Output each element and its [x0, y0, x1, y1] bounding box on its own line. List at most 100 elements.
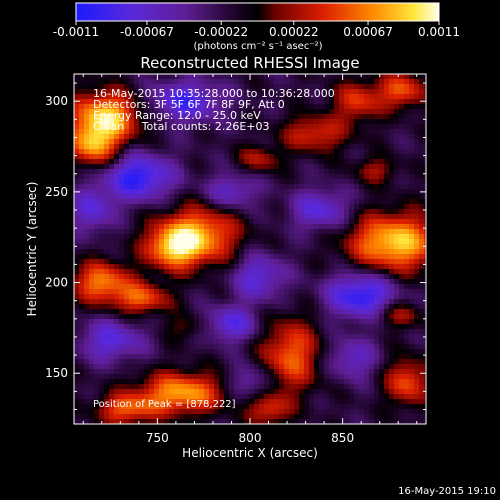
heatmap-cell	[199, 79, 205, 85]
heatmap-cell	[334, 359, 340, 365]
heatmap-cell	[214, 269, 220, 275]
heatmap-cell	[219, 84, 225, 90]
heatmap-cell	[339, 269, 345, 275]
heatmap-cell	[179, 74, 185, 80]
heatmap-cell	[174, 379, 180, 385]
heatmap-cell	[344, 319, 350, 325]
heatmap-cell	[399, 384, 405, 390]
heatmap-cell	[374, 384, 380, 390]
heatmap-cell	[419, 369, 425, 375]
heatmap-cell	[249, 304, 255, 310]
heatmap-cell	[344, 329, 350, 335]
heatmap-cell	[314, 354, 320, 360]
heatmap-cell	[264, 329, 270, 335]
heatmap-cell	[324, 339, 330, 345]
heatmap-cell	[314, 259, 320, 265]
heatmap-cell	[344, 409, 350, 415]
heatmap-cell	[199, 384, 205, 390]
heatmap-cell	[234, 314, 240, 320]
heatmap-cell	[139, 129, 145, 135]
heatmap-cell	[84, 129, 90, 135]
heatmap-cell	[74, 124, 80, 130]
heatmap-cell	[384, 174, 390, 180]
heatmap-cell	[74, 104, 80, 110]
heatmap-cell	[299, 294, 305, 300]
heatmap-cell	[359, 219, 365, 225]
heatmap-cell	[299, 164, 305, 170]
heatmap-cell	[339, 409, 345, 415]
heatmap-cell	[264, 349, 270, 355]
heatmap-cell	[279, 79, 285, 85]
heatmap-cell	[239, 184, 245, 190]
heatmap-cell	[109, 399, 115, 405]
heatmap-cell	[234, 394, 240, 400]
heatmap-cell	[109, 149, 115, 155]
heatmap-cell	[104, 119, 110, 125]
heatmap-cell	[284, 399, 290, 405]
heatmap-cell	[89, 384, 95, 390]
heatmap-cell	[299, 289, 305, 295]
heatmap-cell	[419, 154, 425, 160]
heatmap-cell	[209, 294, 215, 300]
heatmap-cell	[369, 174, 375, 180]
heatmap-cell	[334, 109, 340, 115]
heatmap-cell	[149, 294, 155, 300]
heatmap-cell	[424, 274, 426, 280]
heatmap-cell	[229, 89, 235, 95]
heatmap-cell	[104, 299, 110, 305]
heatmap-cell	[109, 409, 115, 415]
heatmap-cell	[304, 249, 310, 255]
heatmap-cell	[169, 179, 175, 185]
heatmap-cell	[94, 224, 100, 230]
heatmap-cell	[324, 344, 330, 350]
heatmap-cell	[329, 399, 335, 405]
heatmap-cell	[419, 349, 425, 355]
heatmap-cell	[84, 364, 90, 370]
heatmap-cell	[114, 244, 120, 250]
heatmap-cell	[344, 264, 350, 270]
heatmap-cell	[314, 89, 320, 95]
heatmap-cell	[279, 149, 285, 155]
heatmap-cell	[169, 169, 175, 175]
heatmap-cell	[264, 199, 270, 205]
heatmap-cell	[104, 374, 110, 380]
heatmap-cell	[134, 224, 140, 230]
heatmap-cell	[329, 149, 335, 155]
heatmap-cell	[224, 164, 230, 170]
heatmap-cell	[384, 389, 390, 395]
heatmap-cell	[399, 179, 405, 185]
heatmap-cell	[159, 309, 165, 315]
heatmap-cell	[139, 279, 145, 285]
heatmap-cell	[114, 94, 120, 100]
heatmap-cell	[209, 274, 215, 280]
heatmap-cell	[374, 114, 380, 120]
heatmap-cell	[169, 364, 175, 370]
heatmap-cell	[224, 214, 230, 220]
heatmap-cell	[269, 404, 275, 410]
heatmap-cell	[359, 269, 365, 275]
heatmap-cell	[369, 259, 375, 265]
heatmap-cell	[354, 284, 360, 290]
heatmap-cell	[409, 94, 415, 100]
heatmap-cell	[184, 79, 190, 85]
heatmap-cell	[249, 114, 255, 120]
heatmap-cell	[119, 229, 125, 235]
heatmap-cell	[394, 214, 400, 220]
heatmap-cell	[369, 104, 375, 110]
heatmap-cell	[219, 249, 225, 255]
heatmap-cell	[119, 174, 125, 180]
heatmap-cell	[404, 204, 410, 210]
heatmap-cell	[184, 224, 190, 230]
heatmap-cell	[274, 409, 280, 415]
heatmap-cell	[139, 134, 145, 140]
heatmap-cell	[394, 349, 400, 355]
heatmap-cell	[309, 154, 315, 160]
heatmap-cell	[89, 319, 95, 325]
heatmap-cell	[389, 329, 395, 335]
heatmap-cell	[324, 244, 330, 250]
heatmap-cell	[119, 409, 125, 415]
heatmap-cell	[219, 279, 225, 285]
heatmap-cell	[244, 384, 250, 390]
heatmap-cell	[234, 344, 240, 350]
heatmap-cell	[209, 74, 215, 80]
